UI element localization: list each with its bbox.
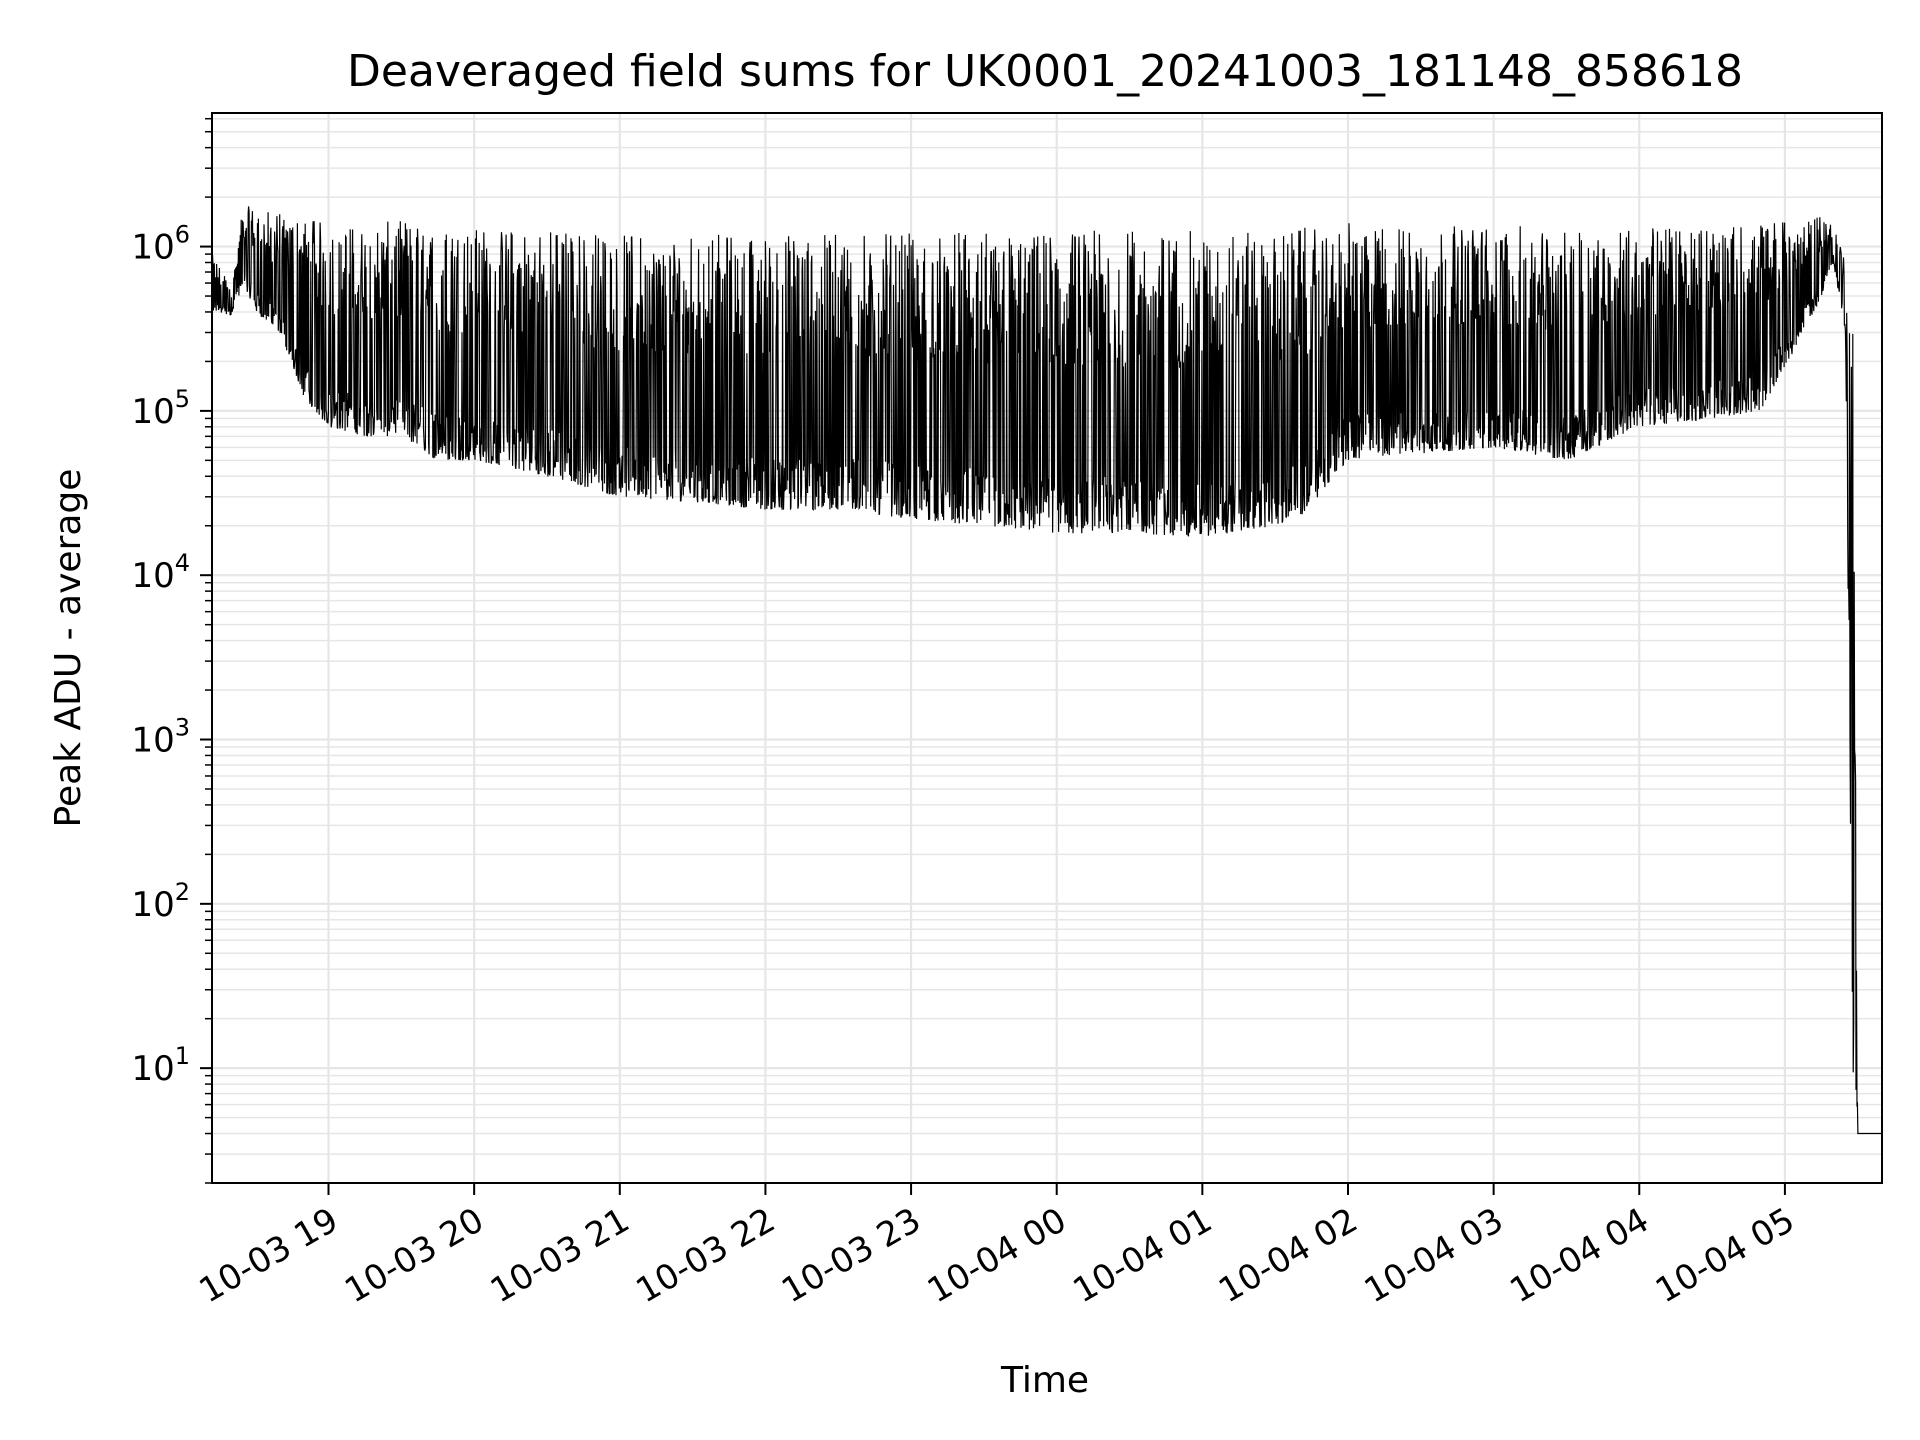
x-tick-label: 10-03 19 [193,1200,345,1311]
grid [212,113,1882,1184]
y-tick-label: 101 [131,1042,190,1089]
x-tick-label: 10-04 02 [1212,1200,1364,1311]
x-tick-label: 10-03 22 [630,1200,782,1311]
plot-area [211,206,1882,1135]
y-tick-label: 102 [131,878,190,925]
chart-title: Deaveraged field sums for UK0001_2024100… [347,46,1743,97]
x-tick-label: 10-04 05 [1649,1200,1801,1311]
x-tick-label: 10-04 00 [921,1200,1073,1311]
x-tick-label: 10-03 20 [338,1200,490,1311]
x-tick-label: 10-03 21 [484,1200,636,1311]
x-tick-label: 10-04 04 [1503,1200,1655,1311]
x-tick-label: 10-03 23 [775,1200,927,1311]
y-tick-label: 104 [131,549,190,596]
plot-frame [211,112,1883,1184]
series-line [211,206,1882,1135]
y-axis: 101 102 103 104 105 106 [131,117,212,1184]
y-tick-label: 103 [131,714,190,761]
x-axis-label: Time [1000,1360,1089,1401]
y-tick-label: 106 [131,221,190,268]
x-tick-label: 10-04 01 [1066,1200,1218,1311]
x-tick-label: 10-04 03 [1358,1200,1510,1311]
y-axis-label: Peak ADU - average [48,469,89,828]
y-tick-label: 105 [131,385,190,432]
